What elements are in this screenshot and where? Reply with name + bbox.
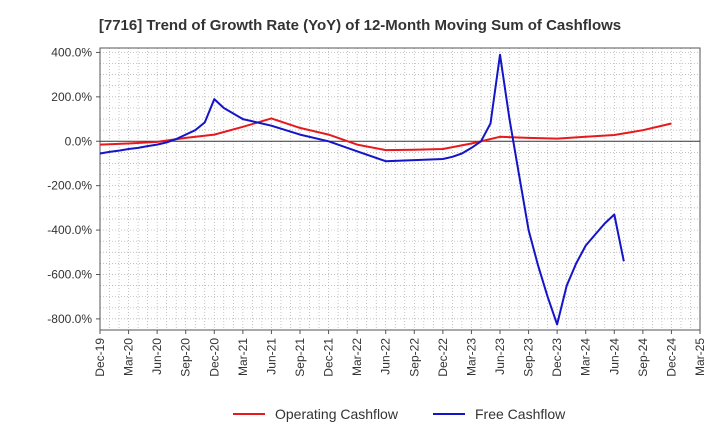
x-tick-label: Jun-22: [379, 338, 393, 375]
grid: [100, 48, 700, 330]
x-tick-label: Dec-20: [207, 338, 221, 377]
x-tick-label: Dec-23: [550, 338, 564, 377]
x-tick-label: Jun-24: [607, 338, 621, 375]
x-tick-label: Dec-19: [93, 338, 107, 377]
plot-frame: [99, 47, 701, 331]
x-tick-label: Mar-22: [350, 338, 364, 376]
legend-label-operating-cashflow: Operating Cashflow: [275, 406, 399, 422]
x-tick-label: Mar-23: [464, 338, 478, 376]
x-tick-label: Mar-25: [693, 338, 707, 376]
x-tick-label: Mar-21: [236, 338, 250, 376]
y-tick-label: 200.0%: [51, 90, 92, 104]
series-lines: [99, 53, 672, 326]
y-tick-label: -600.0%: [47, 267, 92, 281]
y-tick-label: -400.0%: [47, 223, 92, 237]
x-tick-label: Sep-20: [179, 338, 193, 377]
y-tick-label: -200.0%: [47, 179, 92, 193]
legend-label-free-cashflow: Free Cashflow: [475, 406, 566, 422]
x-tick-label: Sep-21: [293, 338, 307, 377]
series-line-free-cashflow: [99, 53, 625, 326]
x-tick-label: Sep-22: [407, 338, 421, 377]
x-tick-label: Jun-23: [493, 338, 507, 375]
x-tick-label: Jun-20: [150, 338, 164, 375]
y-tick-label: -800.0%: [47, 312, 92, 326]
chart-title: [7716] Trend of Growth Rate (YoY) of 12-…: [99, 17, 621, 34]
x-tick-label: Sep-23: [522, 338, 536, 377]
x-tick-label: Mar-24: [579, 338, 593, 376]
x-tick-label: Dec-22: [436, 338, 450, 377]
x-axis-ticks: Dec-19 Mar-20 Jun-20 Sep-20 Dec-20 Mar-21 Jun-…: [93, 330, 707, 377]
y-tick-label: 400.0%: [51, 45, 92, 59]
x-tick-label: Mar-20: [122, 338, 136, 376]
x-tick-label: Jun-21: [264, 338, 278, 375]
legend: Operating Cashflow Free Cashflow: [233, 406, 566, 422]
x-tick-label: Dec-21: [322, 338, 336, 377]
x-tick-label: Dec-24: [664, 338, 678, 377]
y-tick-label: 0.0%: [65, 134, 93, 148]
series-line-operating-cashflow: [99, 117, 672, 152]
y-axis-ticks: 400.0% 200.0% 0.0% -200.0% -400.0% -600.0% -80…: [47, 45, 100, 326]
x-tick-label: Sep-24: [636, 338, 650, 377]
